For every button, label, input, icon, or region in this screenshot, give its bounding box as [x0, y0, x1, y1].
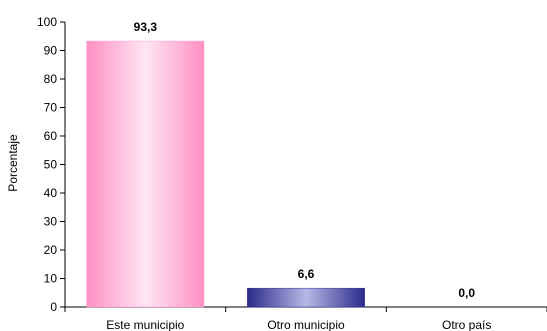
bar [86, 40, 205, 308]
x-tick-label: Otro país [442, 318, 491, 331]
x-axis: Este municipio Otro municipio Otro país [64, 306, 547, 331]
y-tick-label: 100 [37, 15, 57, 29]
y-tick-label: 90 [44, 44, 58, 58]
data-labels: 93,3 6,6 0,0 [134, 20, 476, 300]
y-tick-label: 0 [50, 300, 57, 314]
y-tick-label: 40 [44, 186, 58, 200]
y-tick-label: 60 [44, 129, 58, 143]
data-label: 0,0 [458, 286, 475, 300]
y-tick-label: 10 [44, 272, 58, 286]
y-tick-label: 30 [44, 215, 58, 229]
y-tick-label: 50 [44, 158, 58, 172]
y-tick-label: 20 [44, 243, 58, 257]
data-label: 6,6 [298, 267, 315, 281]
y-axis: 0 10 20 30 40 50 60 70 80 90 100 [37, 15, 66, 314]
x-tick-label: Otro municipio [267, 318, 345, 331]
bars [86, 40, 365, 308]
bar [247, 287, 365, 308]
y-axis-label: Porcentaje [6, 134, 20, 192]
x-tick-label: Este municipio [106, 318, 184, 331]
data-label: 93,3 [134, 20, 158, 34]
y-tick-label: 80 [44, 72, 58, 86]
y-tick-label: 70 [44, 101, 58, 115]
